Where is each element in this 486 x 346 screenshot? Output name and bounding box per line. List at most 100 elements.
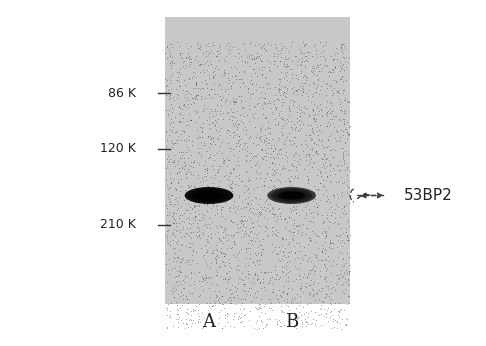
Point (228, 219, 236, 225)
Point (320, 145, 328, 150)
Point (329, 108, 336, 113)
Point (250, 325, 258, 330)
Point (265, 81, 273, 86)
Point (311, 42, 319, 47)
Point (251, 271, 259, 277)
Point (245, 150, 253, 155)
Point (302, 74, 310, 80)
Point (215, 222, 223, 227)
Point (229, 134, 237, 140)
Point (193, 229, 201, 235)
Point (192, 53, 200, 59)
Point (192, 233, 200, 238)
Point (255, 304, 262, 310)
Point (280, 198, 288, 203)
Point (214, 282, 222, 288)
Point (211, 172, 219, 177)
Point (271, 146, 279, 152)
Point (232, 122, 240, 127)
Point (173, 208, 181, 213)
Point (261, 228, 269, 234)
Point (290, 134, 297, 140)
Point (313, 151, 321, 156)
Point (236, 224, 244, 230)
Point (193, 198, 201, 203)
Point (194, 172, 202, 178)
Point (196, 46, 204, 52)
Point (246, 91, 254, 97)
Point (187, 270, 195, 276)
Point (299, 88, 307, 93)
Point (224, 277, 232, 282)
Point (285, 130, 293, 135)
Point (302, 151, 310, 157)
Point (287, 43, 295, 48)
Point (252, 110, 260, 116)
Point (280, 84, 288, 89)
Point (177, 155, 185, 161)
Point (268, 274, 276, 280)
Text: 53BP2: 53BP2 (403, 188, 452, 203)
Point (266, 59, 274, 64)
Point (255, 163, 263, 169)
Point (224, 46, 232, 52)
Point (183, 231, 191, 237)
Point (344, 183, 351, 188)
Point (297, 283, 305, 289)
Point (339, 42, 347, 47)
Point (336, 107, 344, 112)
Point (243, 54, 251, 60)
Point (231, 242, 239, 247)
Point (186, 210, 193, 216)
Point (340, 307, 348, 313)
Point (172, 137, 180, 143)
Point (315, 108, 323, 113)
Point (202, 173, 209, 179)
Point (316, 61, 324, 66)
Point (229, 44, 237, 50)
Point (168, 77, 175, 83)
Point (286, 97, 294, 103)
Point (260, 303, 267, 309)
Point (293, 119, 301, 125)
Point (319, 243, 327, 248)
Point (311, 118, 318, 124)
Point (270, 211, 278, 217)
Point (174, 303, 181, 308)
Point (167, 288, 175, 293)
Point (257, 309, 265, 315)
Point (257, 196, 264, 201)
Point (343, 316, 350, 321)
Point (302, 77, 310, 83)
Point (337, 145, 345, 151)
Point (215, 166, 223, 172)
Point (321, 256, 329, 262)
Point (234, 314, 242, 320)
Point (290, 154, 297, 159)
Point (292, 75, 300, 81)
Point (332, 262, 340, 267)
Point (239, 80, 247, 85)
Point (258, 154, 266, 160)
Point (296, 288, 304, 293)
Point (277, 217, 285, 222)
Point (270, 101, 278, 106)
Point (309, 91, 317, 97)
Point (314, 76, 322, 82)
Point (260, 42, 268, 47)
Point (182, 149, 190, 155)
Point (174, 264, 182, 269)
Point (307, 68, 315, 74)
Point (244, 185, 252, 191)
Point (164, 44, 172, 50)
Point (279, 269, 287, 274)
Point (262, 322, 270, 328)
Point (276, 287, 283, 293)
Point (293, 254, 301, 260)
Point (246, 157, 254, 162)
Point (309, 214, 317, 219)
Point (178, 112, 186, 118)
Point (327, 285, 335, 291)
Point (188, 242, 196, 247)
Point (326, 110, 334, 116)
